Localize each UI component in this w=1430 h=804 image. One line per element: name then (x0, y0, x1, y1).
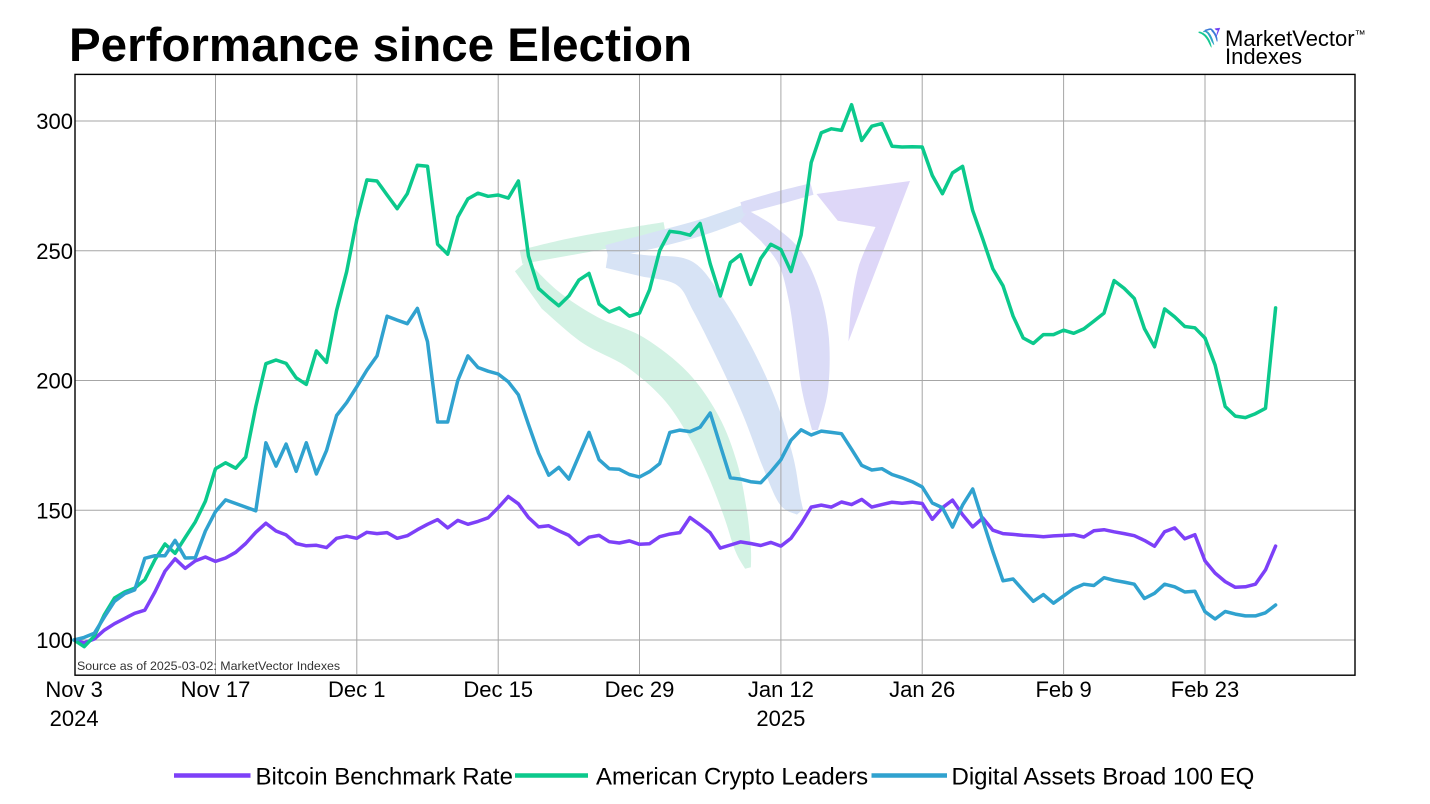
svg-text:American Crypto Leaders: American Crypto Leaders (596, 764, 868, 791)
svg-text:Dec 29: Dec 29 (605, 677, 675, 702)
svg-text:Nov 3: Nov 3 (45, 677, 102, 702)
svg-text:100: 100 (36, 628, 73, 653)
svg-text:Nov 17: Nov 17 (181, 677, 251, 702)
svg-text:Dec 1: Dec 1 (328, 677, 385, 702)
svg-text:Indexes: Indexes (1225, 44, 1302, 69)
svg-text:300: 300 (36, 109, 73, 134)
svg-text:2024: 2024 (50, 706, 99, 731)
svg-text:Digital Assets Broad 100 EQ: Digital Assets Broad 100 EQ (952, 764, 1255, 791)
svg-text:Performance since Election: Performance since Election (69, 19, 692, 72)
svg-text:Jan 26: Jan 26 (889, 677, 955, 702)
svg-text:Feb 9: Feb 9 (1035, 677, 1091, 702)
svg-text:Jan 12: Jan 12 (748, 677, 814, 702)
svg-text:200: 200 (36, 369, 73, 394)
svg-text:MarketVector™: MarketVector™ (1225, 26, 1366, 51)
svg-text:150: 150 (36, 498, 73, 523)
svg-text:2025: 2025 (756, 706, 805, 731)
svg-text:250: 250 (36, 239, 73, 264)
svg-text:Bitcoin Benchmark Rate: Bitcoin Benchmark Rate (256, 764, 513, 791)
svg-text:Source as of 2025-03-02: Marke: Source as of 2025-03-02: MarketVector In… (77, 659, 340, 673)
svg-text:Dec 15: Dec 15 (463, 677, 533, 702)
svg-text:Feb 23: Feb 23 (1171, 677, 1240, 702)
